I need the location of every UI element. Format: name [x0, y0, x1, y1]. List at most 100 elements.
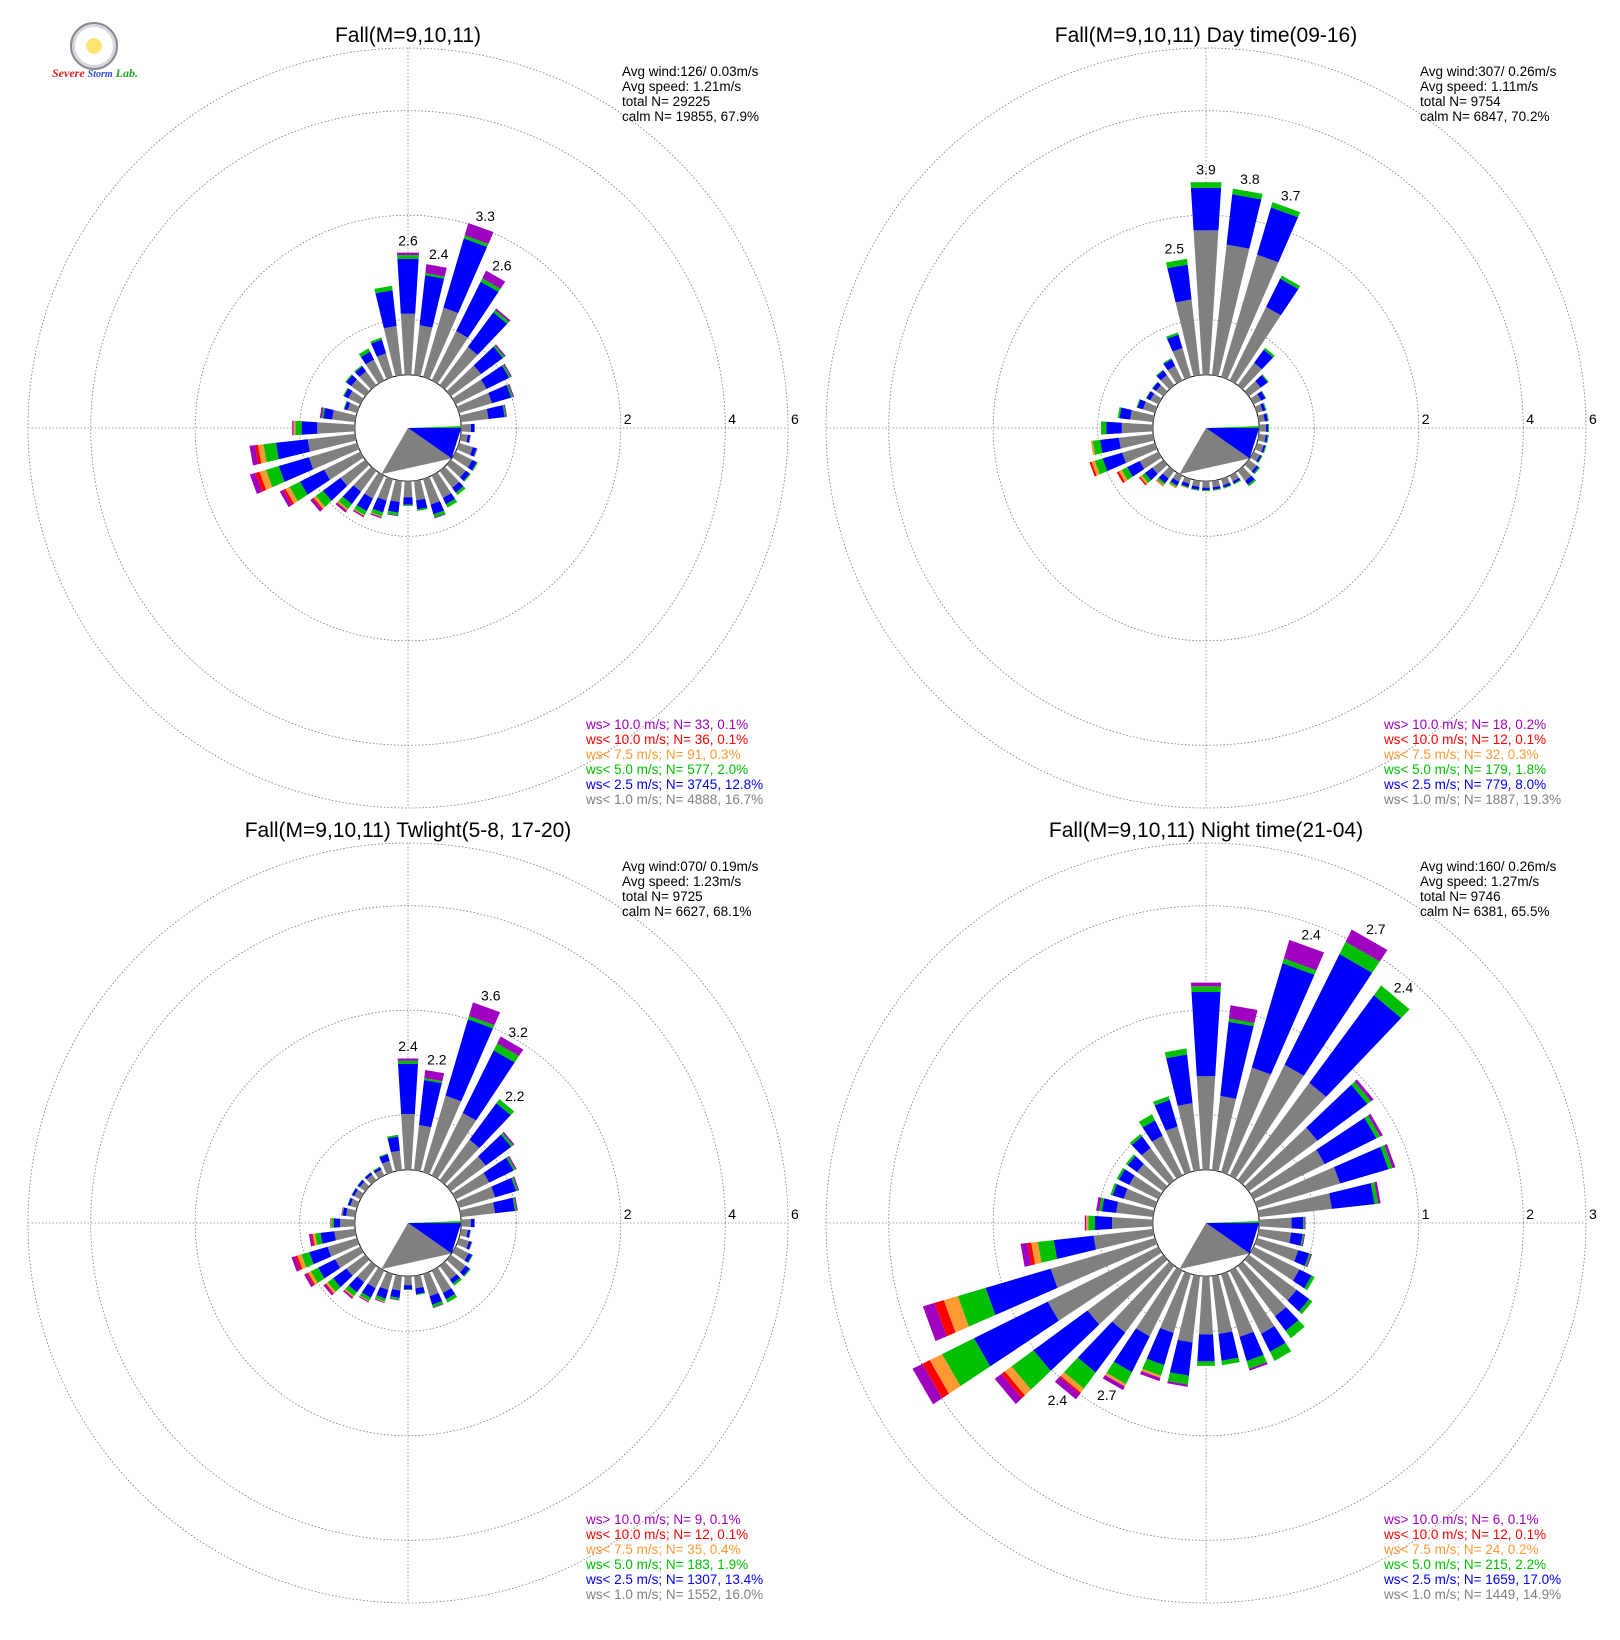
wind-bar-segment	[342, 1207, 348, 1217]
legend-entry: ws< 10.0 m/s; N= 12, 0.1%	[1383, 732, 1546, 747]
wind-bar-segment	[468, 1002, 501, 1026]
wind-bar-segment	[502, 1131, 515, 1146]
legend-entry: ws< 2.5 m/s; N= 779, 8.0%	[1383, 777, 1546, 792]
wind-bar-segment	[387, 500, 400, 513]
wind-bar-segment	[1154, 1099, 1178, 1131]
wind-bar-segment	[370, 337, 382, 344]
wind-bar-segment	[378, 1153, 388, 1158]
wind-bar-segment	[512, 1197, 517, 1211]
wind-bar-segment	[1125, 1154, 1136, 1166]
wind-bar-segment	[404, 1276, 412, 1286]
panel-title: Fall(M=9,10,11) Day time(09-16)	[1055, 24, 1357, 47]
wind-bar-segment	[1229, 472, 1240, 482]
wind-bar-segment	[1244, 381, 1261, 397]
wind-bar-segment	[474, 448, 478, 458]
wind-bar-segment	[371, 508, 384, 517]
wind-bar-segment	[340, 459, 370, 486]
legend-entry: ws< 7.5 m/s; N= 32, 0.3%	[1383, 747, 1539, 762]
wind-bar-segment	[1137, 399, 1146, 410]
wind-bar-segment	[347, 1197, 351, 1206]
wind-bar-segment	[309, 1246, 332, 1265]
wind-bar-segment	[1261, 1326, 1286, 1352]
wind-bar-segment	[1050, 1238, 1158, 1288]
wind-bar-segment	[377, 476, 393, 501]
wind-bar-segment	[446, 365, 482, 397]
stats-line: total N= 29225	[622, 94, 710, 109]
legend-entry: ws< 7.5 m/s; N= 91, 0.3%	[585, 747, 741, 762]
wind-bar-segment	[1177, 1274, 1201, 1343]
wind-bar-segment	[376, 1286, 389, 1299]
wind-bar-segment	[459, 1228, 468, 1238]
wind-bar-segment	[1251, 963, 1315, 1075]
wind-bar-segment	[1156, 479, 1164, 486]
wind-bar-segment	[1175, 299, 1201, 377]
panel-title: Fall(M=9,10,11) Twlight(5-8, 17-20)	[245, 819, 572, 842]
wind-bar-segment	[994, 1373, 1022, 1405]
wind-bar-segment	[452, 451, 473, 468]
center-wedge-green	[1206, 426, 1260, 428]
wind-bar-segment	[342, 387, 349, 397]
wind-bar-segment	[1168, 483, 1177, 489]
wind-bar-segment	[1102, 1375, 1125, 1391]
wind-bar-segment	[301, 421, 318, 435]
wind-bar-segment	[320, 1231, 336, 1244]
wind-bar-segment	[488, 384, 512, 404]
wind-bar-segment	[1127, 460, 1145, 477]
wind-bar-segment	[379, 1154, 390, 1164]
wind-bar-segment	[1004, 1366, 1032, 1396]
wind-bar-segment	[1129, 1175, 1162, 1200]
wind-bar-segment	[456, 281, 499, 338]
wind-bar-segment	[466, 434, 471, 443]
range-ring	[299, 1114, 517, 1332]
wind-bar-segment	[1250, 1246, 1300, 1281]
wind-bar-segment	[321, 407, 326, 419]
wind-bar-segment	[335, 1246, 364, 1269]
wind-bar-segment	[1334, 1146, 1389, 1184]
wind-bar-segment	[1266, 278, 1299, 316]
wind-bar-segment	[1257, 207, 1299, 263]
wind-bar-segment	[513, 1176, 520, 1191]
legend-entry: ws< 5.0 m/s; N= 179, 1.8%	[1383, 762, 1546, 777]
wind-bar-segment	[1257, 455, 1263, 463]
wind-bar-segment	[423, 476, 440, 505]
wind-bar-segment	[1033, 1310, 1100, 1371]
wind-bar-segment	[396, 252, 420, 256]
wind-bar-segment	[1162, 358, 1172, 365]
stats-line: total N= 9754	[1420, 94, 1501, 109]
wind-bar-segment	[389, 1298, 400, 1301]
ring-tick-label: 4	[728, 1206, 736, 1222]
wind-bar-segment	[361, 1283, 376, 1298]
legend-entry: ws< 5.0 m/s; N= 577, 2.0%	[585, 762, 748, 777]
wind-bar-segment	[413, 1274, 424, 1289]
wind-bar-segment	[258, 444, 267, 464]
wind-bar-segment	[1167, 264, 1192, 303]
legend-entry: ws< 7.5 m/s; N= 35, 0.4%	[585, 1542, 741, 1557]
wind-bar-segment	[1304, 1275, 1315, 1291]
wind-bar-segment	[1192, 479, 1201, 487]
wind-bar-segment	[397, 1064, 419, 1115]
wind-bar-segment	[1380, 1145, 1393, 1170]
wind-bar-segment	[429, 1292, 443, 1305]
wind-bar-segment	[1262, 402, 1267, 411]
wind-bar-segment	[401, 1114, 415, 1170]
wind-bar-segment	[370, 512, 382, 518]
wind-bar-segment	[459, 1202, 496, 1218]
wind-bar-segment	[403, 1289, 413, 1291]
wind-bar-segment	[456, 392, 493, 413]
wind-bar-segment	[431, 1267, 452, 1294]
wind-bar-segment	[293, 420, 296, 436]
wind-bar-segment	[1088, 1215, 1096, 1231]
wind-bar-segment	[1259, 1217, 1292, 1229]
wind-bar-segment	[341, 1207, 345, 1216]
ring-tick-label: 4	[728, 411, 736, 427]
wind-bar-segment	[346, 1254, 370, 1276]
wind-bar-segment	[934, 1300, 956, 1337]
wind-bar-segment	[324, 451, 364, 480]
wind-bar-segment	[1101, 1198, 1119, 1213]
wind-bar-segment	[1294, 1250, 1310, 1267]
wind-bar-segment	[249, 445, 259, 466]
wind-bar-segment	[1202, 487, 1210, 491]
wind-bar-segment	[456, 443, 473, 456]
wind-bar-segment	[354, 1189, 364, 1200]
wind-bar-segment	[456, 1186, 496, 1208]
